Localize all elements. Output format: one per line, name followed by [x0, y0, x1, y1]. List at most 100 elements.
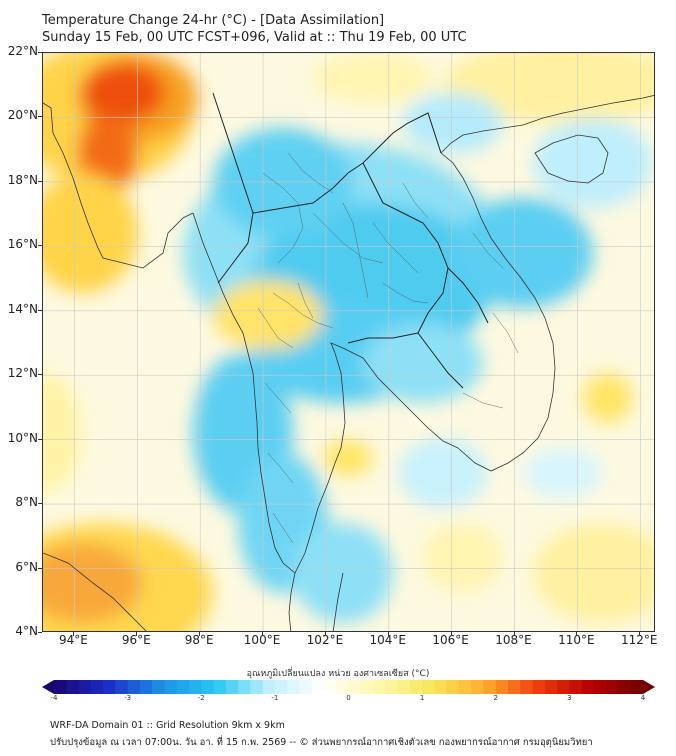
longitude-label: 108°E	[495, 633, 532, 647]
latitude-label: 4°N	[15, 624, 38, 638]
longitude-tick	[73, 632, 75, 636]
longitude-label: 96°E	[121, 633, 151, 647]
colorbar-tick-label: -4	[50, 694, 58, 702]
province-lines	[257, 152, 519, 544]
colorbar-segment	[66, 680, 80, 694]
colorbar-segment	[532, 680, 546, 694]
colorbar-segment	[544, 680, 558, 694]
title-line-1: Temperature Change 24-hr (°C) - [Data As…	[42, 13, 385, 28]
colorbar-segment	[520, 680, 534, 694]
latitude-tick	[38, 245, 42, 247]
colorbar-segment	[618, 680, 632, 694]
longitude-tick	[136, 632, 138, 636]
latitude-label: 20°N	[7, 108, 38, 123]
longitude-tick	[387, 632, 389, 636]
colorbar-segment	[225, 680, 239, 694]
colorbar-max-arrow	[643, 680, 655, 694]
longitude-label: 106°E	[432, 633, 469, 647]
footer-line-1: WRF-DA Domain 01 :: Grid Resolution 9km …	[50, 720, 285, 731]
longitude-tick	[262, 632, 264, 636]
latitude-label: 6°N	[15, 559, 38, 574]
longitude-label: 110°E	[558, 633, 595, 647]
colorbar-segment	[373, 680, 386, 694]
colorbar-segment	[409, 680, 423, 694]
colorbar-segment	[593, 680, 607, 694]
colorbar-segment	[152, 680, 165, 694]
colorbar-segment	[188, 680, 202, 694]
colorbar-segment	[630, 680, 644, 694]
longitude-label: 104°E	[369, 633, 407, 647]
colorbar-segment	[360, 680, 374, 694]
longitude-label: 102°E	[306, 633, 344, 647]
colorbar-segment	[397, 680, 411, 694]
colorbar-tick-label: 1	[419, 694, 425, 702]
colorbar-segment	[287, 680, 300, 694]
latitude-label: 12°N	[7, 366, 38, 381]
colorbar-segment	[434, 680, 448, 694]
colorbar-tick-label: 2	[493, 694, 498, 702]
colorbar-segment	[471, 680, 484, 694]
longitude-label: 98°E	[184, 633, 214, 647]
latitude-tick	[38, 116, 42, 118]
colorbar-segment	[250, 680, 264, 694]
footer-line-2: ปรับปรุงข้อมูล ณ เวลา 07:00น. วัน อา. ที…	[50, 737, 593, 748]
colorbar-segment	[557, 680, 570, 694]
colorbar-segment	[458, 680, 472, 694]
colorbar-segment	[54, 680, 67, 694]
colorbar-segment	[606, 680, 619, 694]
colorbar-segment	[483, 680, 497, 694]
longitude-label: 94°E	[58, 633, 88, 647]
latitude-label: 8°N	[15, 495, 38, 510]
latitude-label: 16°N	[7, 237, 38, 252]
colorbar-title: อุณหภูมิเปลี่ยนแปลง หน่วย องศาเซลเซียส (…	[246, 669, 430, 679]
colorbar-segment	[581, 680, 595, 694]
borders	[212, 92, 489, 389]
colorbar-segment	[569, 680, 583, 694]
graticule	[43, 53, 654, 631]
latitude-label: 10°N	[7, 430, 38, 445]
colorbar	[42, 680, 655, 694]
colorbar-segment	[164, 680, 178, 694]
colorbar-segment	[422, 680, 435, 694]
colorbar-segment	[495, 680, 509, 694]
colorbar-tick-label: 4	[640, 694, 646, 702]
colorbar-segment	[238, 680, 251, 694]
colorbar-segment	[508, 680, 521, 694]
colorbar-segment	[139, 680, 153, 694]
longitude-label: 112°E	[621, 633, 658, 647]
colorbar-segment	[176, 680, 190, 694]
longitude-tick	[324, 632, 326, 636]
temperature-change-map[interactable]	[42, 52, 655, 632]
longitude-tick	[639, 632, 641, 636]
colorbar-segment	[103, 680, 116, 694]
colorbar-segment	[127, 680, 141, 694]
colorbar-segment	[201, 680, 215, 694]
colorbar-segment	[274, 680, 288, 694]
longitude-tick	[576, 632, 578, 636]
map-title: Temperature Change 24-hr (°C) - [Data As…	[42, 12, 467, 46]
colorbar-segment	[78, 680, 92, 694]
latitude-tick	[38, 438, 42, 440]
colorbar-segment	[299, 680, 313, 694]
colorbar-segment	[348, 680, 362, 694]
longitude-tick	[199, 632, 201, 636]
latitude-tick	[38, 309, 42, 311]
latitude-tick	[38, 374, 42, 376]
latitude-tick	[38, 180, 42, 182]
colorbar-min-arrow	[42, 680, 54, 694]
latitude-tick	[38, 52, 42, 53]
colorbar-tick-label: -3	[124, 694, 132, 702]
latitude-tick	[38, 503, 42, 505]
colorbar-segment	[213, 680, 227, 694]
latitude-label: 14°N	[7, 301, 38, 316]
longitude-label: 100°E	[243, 633, 281, 647]
colorbar-segment	[311, 680, 325, 694]
colorbar-segment	[385, 680, 399, 694]
colorbar-segment	[446, 680, 460, 694]
colorbar-segment	[262, 680, 276, 694]
colorbar-segment	[115, 680, 129, 694]
map-canvas	[43, 53, 654, 631]
colorbar-segment	[336, 680, 349, 694]
latitude-label: 22°N	[7, 44, 38, 58]
colorbar-segment	[323, 680, 337, 694]
